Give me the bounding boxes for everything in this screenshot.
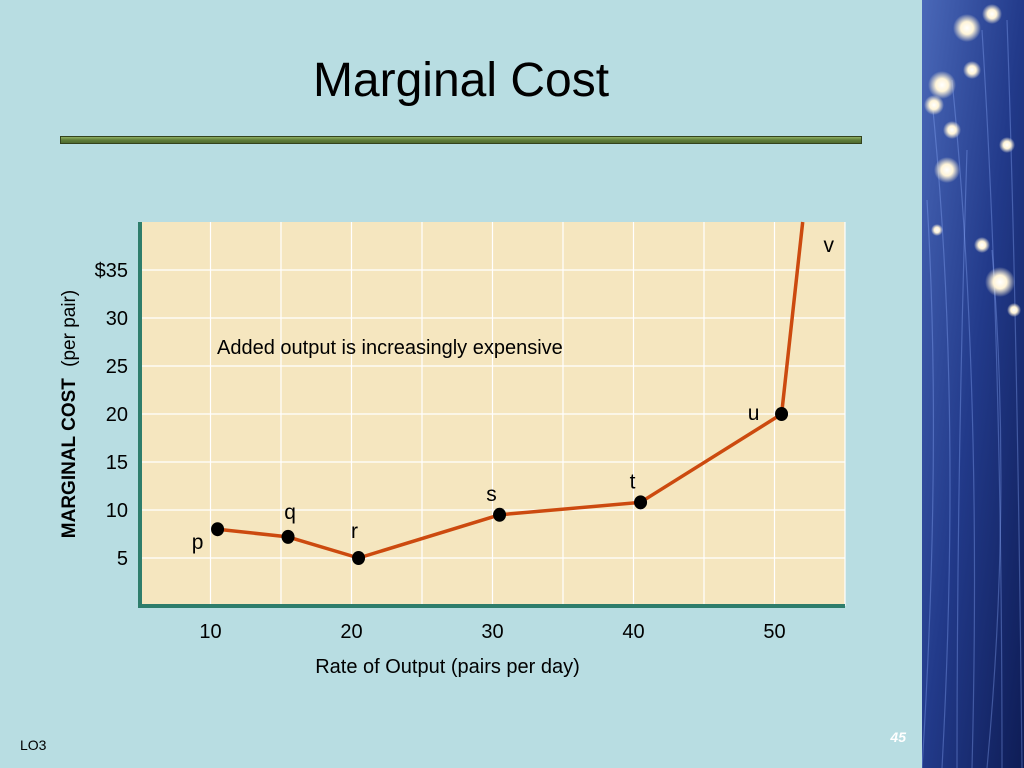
- y-tick-label: 5: [117, 548, 128, 570]
- learning-objective-label: LO3: [20, 737, 47, 753]
- y-axis-title-rest: (per pair): [59, 290, 80, 367]
- point-label-v: v: [823, 234, 834, 257]
- point-label-r: r: [351, 520, 358, 543]
- fiber-optic-decoration-image: [922, 0, 1024, 768]
- x-axis-title: Rate of Output (pairs per day): [315, 656, 580, 678]
- y-tick-label: $35: [95, 260, 128, 282]
- marginal-cost-chart: 5 10 15 20 25 30 $35 10 20 30 40 50 Rate of Output (…: [95, 221, 846, 678]
- point-label-s: s: [486, 483, 497, 506]
- title-divider: [60, 136, 862, 144]
- data-point-u: [775, 407, 789, 421]
- y-axis-title: MARGINAL COST (per pair): [59, 290, 80, 538]
- point-label-u: u: [748, 402, 760, 425]
- data-point-r: [352, 551, 366, 565]
- point-label-p: p: [192, 531, 204, 554]
- y-tick-label: 10: [106, 500, 128, 522]
- page-number: 45: [890, 729, 906, 745]
- slide-title: Marginal Cost: [312, 54, 610, 107]
- chart-annotation: Added output is increasingly expensive: [217, 337, 563, 359]
- data-point-q: [281, 529, 295, 544]
- y-tick-label: 15: [106, 452, 128, 474]
- x-tick-label: 40: [622, 621, 644, 643]
- y-tick-label: 20: [106, 404, 128, 426]
- x-tick-label: 20: [340, 621, 362, 643]
- y-tick-label: 30: [106, 308, 128, 330]
- svg-text:MARGINAL COST (per pair): MARGINAL COST (per pair): [59, 290, 80, 538]
- y-tick-label: 25: [106, 356, 128, 378]
- data-point-s: [493, 507, 507, 522]
- x-tick-label: 30: [481, 621, 503, 643]
- data-point-t: [634, 495, 648, 510]
- y-axis-title-bold: MARGINAL COST: [59, 378, 80, 538]
- x-tick-label: 10: [199, 621, 221, 643]
- point-label-t: t: [630, 470, 636, 493]
- x-tick-label: 50: [763, 621, 785, 643]
- point-label-q: q: [284, 501, 296, 524]
- data-point-p: [211, 522, 225, 537]
